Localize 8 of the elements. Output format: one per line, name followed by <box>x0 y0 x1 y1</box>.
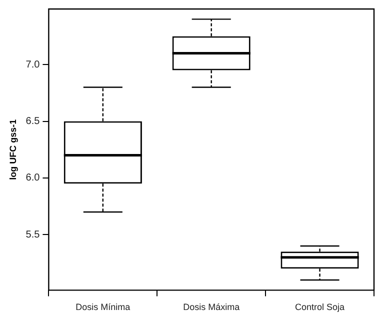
x-tick-label: Dosis Máxima <box>183 302 240 312</box>
y-tick-label: 5.5 <box>26 229 40 240</box>
x-tick-label: Dosis Mínima <box>76 302 130 312</box>
y-axis-title: log UFC gss-1 <box>8 119 18 180</box>
y-tick-label: 7.0 <box>26 59 40 70</box>
x-tick-label: Control Soja <box>295 302 345 312</box>
y-tick-label: 6.0 <box>26 172 40 184</box>
y-tick-label: 6.5 <box>26 116 40 128</box>
